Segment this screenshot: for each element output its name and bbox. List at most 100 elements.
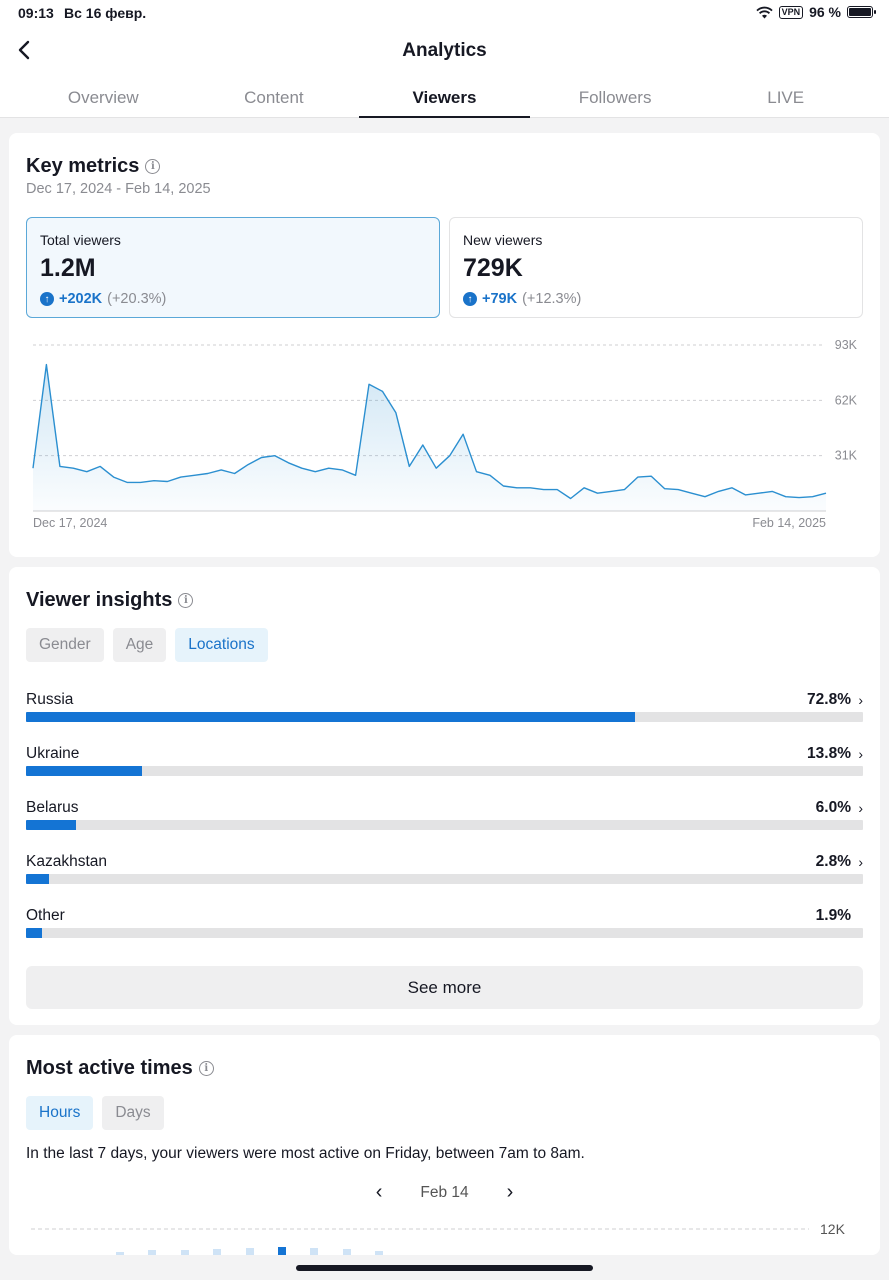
metric-label: Total viewers (40, 232, 121, 248)
arrow-up-icon: ↑ (40, 292, 54, 306)
location-bar-track (26, 874, 863, 884)
viewer-insights-card: Viewer insights i Gender Age Locations R… (9, 567, 880, 1025)
hour-bar (375, 1251, 383, 1255)
status-icons: VPN 96 % (755, 4, 876, 20)
location-row[interactable]: Russia 72.8% › (26, 691, 863, 745)
info-icon[interactable]: i (145, 159, 161, 174)
hours-y-tick: 12K (820, 1221, 846, 1237)
location-bar-fill (26, 712, 636, 722)
battery-percent: 96 % (809, 4, 841, 20)
location-name: Other (26, 907, 65, 924)
info-icon[interactable]: i (198, 1061, 214, 1076)
location-name: Belarus (26, 799, 79, 816)
metric-delta: ↑ +202K (+20.3%) (40, 291, 426, 307)
see-more-button[interactable]: See more (26, 966, 863, 1009)
location-percent: 72.8% (807, 691, 851, 708)
key-metrics-heading: Key metrics i (26, 155, 161, 178)
chevron-left-icon[interactable]: ‹ (375, 1181, 383, 1203)
vpn-badge: VPN (778, 5, 804, 19)
chevron-right-icon: › (858, 800, 863, 816)
location-bar-track (26, 820, 863, 830)
location-percent: 6.0% (815, 799, 851, 816)
chart-x-tick: Feb 14, 2025 (752, 516, 826, 530)
chevron-right-icon[interactable]: › (506, 1181, 514, 1203)
location-row[interactable]: Ukraine 13.8% › (26, 745, 863, 799)
most-active-times-card: Most active times i Hours Days In the la… (9, 1035, 880, 1255)
page-title: Analytics (402, 40, 487, 61)
total-viewers-card[interactable]: Total viewers 1.2M ↑ +202K (+20.3%) (26, 217, 440, 318)
location-name: Russia (26, 691, 74, 708)
location-bar-fill (26, 928, 42, 938)
hour-bar (278, 1247, 286, 1255)
hours-bar-chart: 12K (31, 1221, 846, 1255)
metric-label: New viewers (463, 232, 543, 248)
hour-bar (213, 1249, 221, 1255)
chart-x-tick: Dec 17, 2024 (33, 516, 107, 530)
metric-delta: ↑ +79K (+12.3%) (463, 291, 849, 307)
info-icon[interactable]: i (178, 593, 194, 608)
hour-bar (343, 1249, 351, 1255)
delta-value: +79K (482, 291, 518, 307)
location-row[interactable]: Kazakhstan 2.8% › (26, 853, 863, 907)
tab-bar: Overview Content Viewers Followers LIVE (18, 78, 871, 118)
chart-y-tick: 31K (835, 449, 858, 463)
hour-bar (246, 1248, 254, 1255)
date-range: Dec 17, 2024 - Feb 14, 2025 (26, 181, 211, 197)
chip-hours[interactable]: Hours (26, 1096, 94, 1130)
home-indicator (296, 1265, 593, 1271)
viewer-insights-title: Viewer insights (26, 589, 173, 611)
location-bar-fill (26, 766, 142, 776)
metric-value: 729K (463, 254, 523, 282)
chip-age[interactable]: Age (112, 628, 167, 662)
delta-value: +202K (59, 291, 103, 307)
viewer-insights-heading: Viewer insights i (26, 589, 194, 612)
hour-bar (116, 1252, 124, 1255)
chart-series-line (32, 363, 827, 500)
location-bar-track (26, 766, 863, 776)
most-active-description: In the last 7 days, your viewers were mo… (26, 1145, 585, 1162)
chevron-right-icon: › (858, 854, 863, 870)
tab-content[interactable]: Content (244, 88, 304, 107)
chart-y-tick: 93K (835, 338, 858, 352)
key-metrics-title: Key metrics (26, 155, 140, 177)
hour-bar (181, 1250, 189, 1255)
location-name: Kazakhstan (26, 853, 107, 870)
most-active-heading: Most active times i (26, 1057, 214, 1080)
analytics-header: Analytics Overview Content Viewers Follo… (0, 26, 889, 118)
tab-followers[interactable]: Followers (578, 88, 652, 107)
status-date: Вс 16 февр. (64, 5, 147, 21)
chevron-right-icon: › (858, 692, 863, 708)
chart-y-tick: 62K (835, 393, 858, 407)
viewers-line-chart[interactable]: 93K 62K 31K Dec 17, 2024 Feb 14, 2025 (9, 329, 880, 539)
delta-percent: (+20.3%) (107, 291, 167, 307)
location-row[interactable]: Belarus 6.0% › (26, 799, 863, 853)
delta-percent: (+12.3%) (522, 291, 582, 307)
chip-gender[interactable]: Gender (26, 628, 104, 662)
status-time: 09:13 (18, 5, 54, 21)
tab-live[interactable]: LIVE (767, 88, 805, 107)
wifi-icon (755, 6, 773, 18)
chip-days[interactable]: Days (102, 1096, 164, 1130)
location-bar-track (26, 712, 863, 722)
battery-icon (847, 6, 876, 18)
location-row: Other 1.9% (26, 907, 863, 961)
tab-overview[interactable]: Overview (67, 88, 139, 107)
location-name: Ukraine (26, 745, 80, 762)
tab-viewers[interactable]: Viewers (359, 78, 530, 118)
location-percent: 2.8% (815, 853, 851, 870)
key-metrics-card: Key metrics i Dec 17, 2024 - Feb 14, 202… (9, 133, 880, 557)
most-active-title: Most active times (26, 1057, 193, 1079)
location-percent: 1.9% (815, 907, 851, 924)
location-bar-fill (26, 874, 50, 884)
arrow-up-icon: ↑ (463, 292, 477, 306)
chevron-right-icon: › (858, 746, 863, 762)
hour-bar (310, 1248, 318, 1255)
selected-date: Feb 14 (420, 1183, 469, 1201)
chart-area (33, 364, 826, 511)
location-bar-track (26, 928, 863, 938)
status-bar: 09:13 Вс 16 февр. VPN 96 % (0, 0, 889, 26)
chip-locations[interactable]: Locations (175, 628, 268, 662)
back-arrow-icon[interactable] (14, 38, 36, 62)
new-viewers-card[interactable]: New viewers 729K ↑ +79K (+12.3%) (449, 217, 863, 318)
date-navigator: ‹ Feb 14 › (9, 1181, 880, 1204)
